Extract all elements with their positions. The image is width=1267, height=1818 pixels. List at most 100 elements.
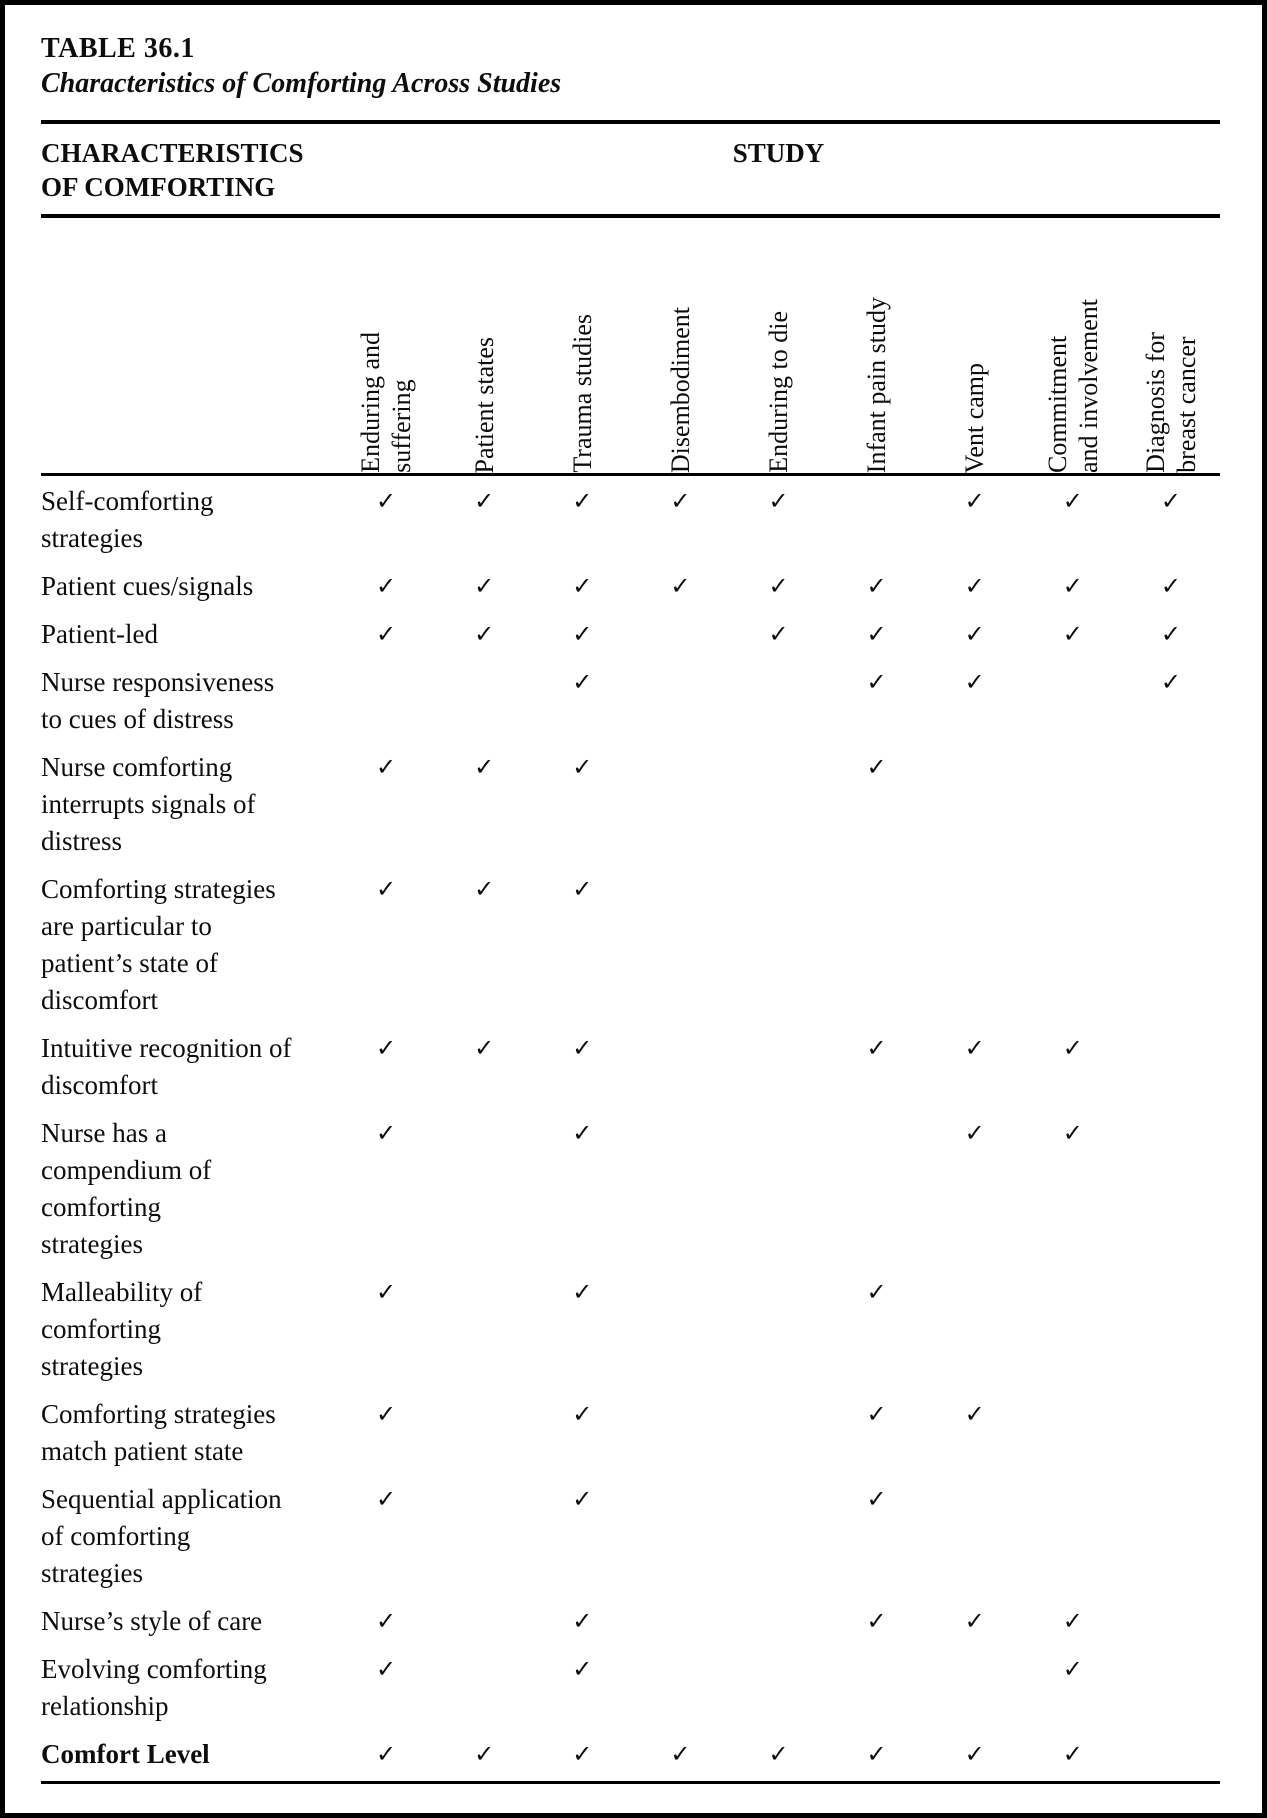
empty-cell	[729, 1396, 827, 1470]
study-column-label: Infant pain study	[862, 296, 892, 473]
checkmark-icon: ✓	[866, 1607, 887, 1635]
checkmark-icon: ✓	[964, 487, 985, 515]
empty-cell	[729, 1603, 827, 1640]
row-label: Comforting strategies match patient stat…	[41, 1399, 276, 1466]
checkmark-icon: ✓	[1160, 487, 1181, 515]
checkmark-icon: ✓	[964, 1400, 985, 1428]
characteristics-header: CHARACTERISTICS OF COMFORTING	[41, 138, 304, 202]
empty-cell	[1122, 1396, 1220, 1470]
checkmark-icon: ✓	[964, 620, 985, 648]
checkmark-icon: ✓	[670, 487, 691, 515]
empty-cell	[1024, 871, 1122, 1019]
checkmark-icon: ✓	[866, 1278, 887, 1306]
checkmark-icon: ✓	[1062, 572, 1083, 600]
study-column-header-1: Patient states	[435, 218, 533, 473]
checkmark-icon: ✓	[866, 753, 887, 781]
empty-cell	[729, 664, 827, 738]
empty-cell	[729, 749, 827, 860]
table-body: Self-comforting strategies ✓ ✓ ✓ ✓ ✓ ✓ ✓ ✓ Patien…	[41, 476, 1220, 1779]
empty-cell	[828, 1651, 926, 1725]
empty-cell	[729, 1030, 827, 1104]
empty-cell	[828, 871, 926, 1019]
empty-cell	[729, 871, 827, 1019]
table-row: Nurse has a compendium of comforting str…	[41, 1110, 1220, 1269]
checkmark-icon: ✓	[866, 572, 887, 600]
checkmark-icon: ✓	[376, 753, 397, 781]
empty-cell	[435, 664, 533, 738]
study-column-label: Commitment and involvement	[1042, 298, 1103, 473]
empty-cell	[926, 749, 1024, 860]
empty-cell	[1122, 1030, 1220, 1104]
study-column-header-6: Vent camp	[926, 218, 1024, 473]
checkmark-icon: ✓	[572, 1655, 593, 1683]
checkmark-icon: ✓	[572, 1607, 593, 1635]
study-column-header-5: Infant pain study	[828, 218, 926, 473]
study-column-label: Disembodiment	[665, 306, 695, 473]
checkmark-icon: ✓	[768, 572, 789, 600]
table-row: Nurse comforting interrupts signals of d…	[41, 744, 1220, 866]
empty-cell	[631, 1396, 729, 1470]
checkmark-icon: ✓	[1160, 620, 1181, 648]
study-column-header-7: Commitment and involvement	[1024, 218, 1122, 473]
checkmark-icon: ✓	[376, 1485, 397, 1513]
empty-cell	[631, 1651, 729, 1725]
checkmark-icon: ✓	[866, 1485, 887, 1513]
empty-cell	[926, 1274, 1024, 1385]
horizontal-rule-columns	[41, 473, 1220, 476]
empty-cell	[1122, 749, 1220, 860]
checkmark-icon: ✓	[964, 1607, 985, 1635]
row-label: Patient-led	[41, 619, 158, 649]
row-label: Malleability of comforting strategies	[41, 1277, 203, 1381]
row-label: Comfort Level	[41, 1739, 210, 1769]
checkmark-icon: ✓	[768, 620, 789, 648]
table-row: Patient-led ✓ ✓ ✓ ✓ ✓ ✓ ✓ ✓	[41, 611, 1220, 659]
empty-cell	[1024, 1396, 1122, 1470]
checkmark-icon: ✓	[376, 1607, 397, 1635]
table-row: Comforting strategies match patient stat…	[41, 1391, 1220, 1476]
table-header-row: CHARACTERISTICS OF COMFORTING STUDY	[41, 124, 1220, 214]
study-column-header-2: Trauma studies	[533, 218, 631, 473]
row-label: Nurse responsiveness to cues of distress	[41, 667, 275, 734]
empty-cell	[631, 616, 729, 653]
empty-cell	[1122, 1274, 1220, 1385]
horizontal-rule-header	[41, 214, 1220, 218]
empty-cell	[631, 664, 729, 738]
study-column-label: Enduring and suffering	[356, 332, 417, 473]
checkmark-icon: ✓	[866, 668, 887, 696]
checkmark-icon: ✓	[964, 1119, 985, 1147]
empty-cell	[631, 1030, 729, 1104]
study-column-header-4: Enduring to die	[729, 218, 827, 473]
checkmark-icon: ✓	[1062, 620, 1083, 648]
checkmark-icon: ✓	[474, 753, 495, 781]
checkmark-icon: ✓	[1062, 1119, 1083, 1147]
table-row: Nurse’s style of care ✓ ✓ ✓ ✓ ✓	[41, 1598, 1220, 1646]
empty-cell	[1122, 1115, 1220, 1263]
checkmark-icon: ✓	[866, 1034, 887, 1062]
empty-cell	[729, 1274, 827, 1385]
row-label: Nurse has a compendium of comforting str…	[41, 1118, 212, 1259]
checkmark-icon: ✓	[572, 668, 593, 696]
table-row: Comforting strategies are particular to …	[41, 866, 1220, 1025]
table-row: Intuitive recognition of discomfort ✓ ✓ ✓ ✓ ✓…	[41, 1025, 1220, 1110]
table-row: Nurse responsiveness to cues of distress…	[41, 659, 1220, 744]
empty-cell	[1024, 664, 1122, 738]
checkmark-icon: ✓	[670, 1740, 691, 1768]
checkmark-icon: ✓	[1062, 487, 1083, 515]
checkmark-icon: ✓	[1062, 1740, 1083, 1768]
horizontal-rule-bottom	[41, 1781, 1220, 1784]
checkmark-icon: ✓	[768, 1740, 789, 1768]
checkmark-icon: ✓	[376, 875, 397, 903]
table-row: Evolving comforting relationship ✓ ✓ ✓	[41, 1646, 1220, 1731]
checkmark-icon: ✓	[572, 1485, 593, 1513]
study-group-header: STUDY	[732, 138, 825, 168]
empty-cell	[631, 749, 729, 860]
study-column-label: Trauma studies	[567, 314, 597, 473]
empty-cell	[435, 1651, 533, 1725]
empty-cell	[631, 1481, 729, 1592]
empty-cell	[1122, 1736, 1220, 1773]
study-column-label: Enduring to die	[763, 311, 793, 473]
empty-cell	[828, 483, 926, 557]
empty-cell	[1122, 1651, 1220, 1725]
empty-cell	[1024, 1481, 1122, 1592]
